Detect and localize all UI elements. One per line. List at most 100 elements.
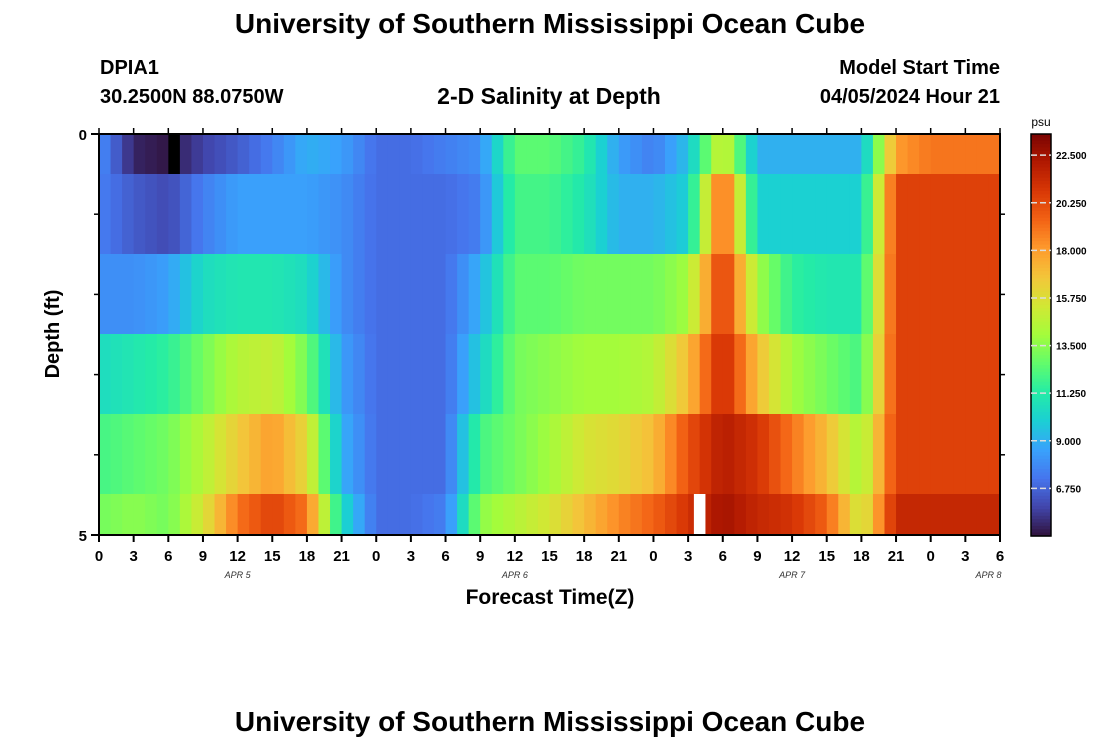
heatmap-cell xyxy=(249,494,262,535)
heatmap-cell xyxy=(422,254,435,334)
x-tick-label: 0 xyxy=(927,548,935,565)
heatmap-cell xyxy=(572,494,585,535)
heatmap-cell xyxy=(595,174,608,254)
heatmap-cell xyxy=(919,254,932,334)
colorbar-segment xyxy=(1031,455,1051,460)
heatmap-cell xyxy=(826,334,839,414)
heatmap-cell xyxy=(665,334,678,414)
heatmap-cell xyxy=(676,414,689,494)
heatmap-cell xyxy=(168,334,181,414)
colorbar-segment xyxy=(1031,495,1051,500)
heatmap-cell xyxy=(457,134,470,174)
heatmap-cell xyxy=(145,254,158,334)
x-tick-label: 3 xyxy=(129,548,137,565)
heatmap-cell xyxy=(884,134,897,174)
heatmap-cell xyxy=(168,254,181,334)
heatmap-cell xyxy=(618,414,631,494)
colorbar-segment xyxy=(1031,398,1051,403)
heatmap-cell xyxy=(699,134,712,174)
heatmap-cell xyxy=(768,334,782,414)
heatmap-cell xyxy=(768,174,782,254)
heatmap-cell xyxy=(122,174,135,254)
heatmap-cell xyxy=(976,174,990,254)
colorbar-segment xyxy=(1031,140,1051,145)
heatmap-cell xyxy=(110,134,123,174)
heatmap-cell xyxy=(872,494,886,535)
colorbar-segment xyxy=(1031,408,1051,413)
heatmap-cell xyxy=(861,414,874,494)
heatmap-cell xyxy=(595,254,608,334)
heatmap-cell xyxy=(410,414,424,494)
heatmap-cell xyxy=(445,494,458,535)
heatmap-cell xyxy=(491,174,504,254)
heatmap-cell xyxy=(237,174,250,254)
heatmap-cell xyxy=(965,134,978,174)
heatmap-cell xyxy=(99,334,112,414)
colorbar-segment xyxy=(1031,137,1051,142)
heatmap-cell xyxy=(364,414,377,494)
heatmap-cell xyxy=(549,174,562,254)
x-tick-label: 9 xyxy=(476,548,484,565)
heatmap-cell xyxy=(838,174,851,254)
colorbar-segment xyxy=(1031,371,1051,376)
heatmap-cell xyxy=(976,414,990,494)
heatmap-cell xyxy=(872,174,886,254)
heatmap-cell xyxy=(792,494,805,535)
heatmap-cell xyxy=(815,334,828,414)
heatmap-cell xyxy=(514,174,527,254)
heatmap-cell xyxy=(584,494,597,535)
heatmap-cell xyxy=(330,254,343,334)
heatmap-cell xyxy=(283,334,296,414)
heatmap-cell xyxy=(942,134,955,174)
colorbar-segment xyxy=(1031,331,1051,336)
colorbar-segment xyxy=(1031,134,1051,138)
x-tick-label: 6 xyxy=(719,548,727,565)
colorbar-segment xyxy=(1031,378,1051,383)
heatmap-cell xyxy=(792,134,805,174)
heatmap-cell xyxy=(364,494,377,535)
colorbar-segment xyxy=(1031,381,1051,386)
colorbar-segment xyxy=(1031,405,1051,410)
heatmap-cell xyxy=(965,414,978,494)
heatmap-cell xyxy=(318,174,331,254)
heatmap-cell xyxy=(387,494,400,535)
model-start-value: 04/05/2024 Hour 21 xyxy=(819,86,1000,108)
heatmap-cell xyxy=(549,254,562,334)
colorbar-segment xyxy=(1031,318,1051,323)
x-tick-label: 12 xyxy=(784,548,801,565)
heatmap-cell xyxy=(226,174,239,254)
heatmap-cell xyxy=(549,334,562,414)
heatmap-cell xyxy=(768,494,782,535)
heatmap-cell xyxy=(665,174,678,254)
heatmap-cell xyxy=(364,254,377,334)
heatmap-cell xyxy=(572,334,585,414)
colorbar-segment xyxy=(1031,361,1051,366)
heatmap-cell xyxy=(156,494,169,535)
heatmap-cell xyxy=(260,254,273,334)
heatmap-cell xyxy=(202,334,216,414)
heatmap-cell xyxy=(133,494,146,535)
heatmap-cell xyxy=(514,134,527,174)
heatmap-cell xyxy=(976,254,990,334)
heatmap-cell xyxy=(179,134,193,174)
heatmap-cell xyxy=(792,334,805,414)
heatmap-cell xyxy=(341,254,354,334)
heatmap-cell xyxy=(468,174,481,254)
heatmap-cell xyxy=(249,414,262,494)
heatmap-cell xyxy=(376,254,389,334)
heatmap-cell xyxy=(468,414,481,494)
colorbar-segment xyxy=(1031,144,1051,148)
heatmap-cell xyxy=(433,414,447,494)
x-tick-label: 6 xyxy=(441,548,449,565)
heatmap-cell xyxy=(191,334,204,414)
colorbar: 22.500 20.250 18.000 15.750 13.500 11.250 9.00… xyxy=(1030,133,1087,537)
colorbar-segment xyxy=(1031,298,1051,303)
heatmap-cell xyxy=(260,334,273,414)
heatmap-cell xyxy=(110,334,123,414)
heatmap-cell xyxy=(838,334,851,414)
heatmap-cell xyxy=(861,134,874,174)
heatmap-cell xyxy=(330,334,343,414)
heatmap-cell xyxy=(202,254,216,334)
heatmap-cell xyxy=(410,174,424,254)
heatmap-cell xyxy=(549,414,562,494)
